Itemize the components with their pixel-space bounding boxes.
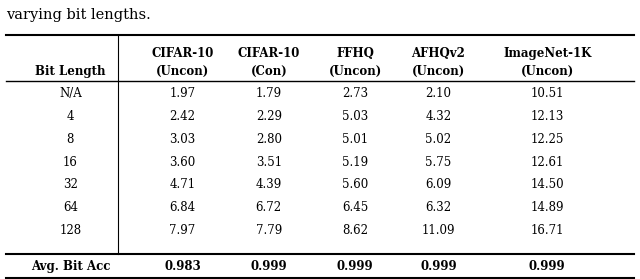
- Text: 5.19: 5.19: [342, 156, 368, 169]
- Text: 5.75: 5.75: [425, 156, 452, 169]
- Text: 5.02: 5.02: [426, 133, 451, 146]
- Text: N/A: N/A: [59, 87, 82, 100]
- Text: 7.79: 7.79: [255, 224, 282, 237]
- Text: 2.10: 2.10: [426, 87, 451, 100]
- Text: 5.03: 5.03: [342, 110, 369, 123]
- Text: 32: 32: [63, 179, 78, 191]
- Text: 5.60: 5.60: [342, 179, 369, 191]
- Text: 0.999: 0.999: [529, 260, 566, 273]
- Text: 0.999: 0.999: [337, 260, 374, 273]
- Text: 12.25: 12.25: [531, 133, 564, 146]
- Text: Bit Length: Bit Length: [35, 65, 106, 78]
- Text: (Uncon): (Uncon): [156, 65, 209, 78]
- Text: (Uncon): (Uncon): [412, 65, 465, 78]
- Text: 64: 64: [63, 201, 78, 214]
- Text: 128: 128: [60, 224, 81, 237]
- Text: 8.62: 8.62: [342, 224, 368, 237]
- Text: 7.97: 7.97: [169, 224, 196, 237]
- Text: 1.97: 1.97: [170, 87, 195, 100]
- Text: 2.42: 2.42: [170, 110, 195, 123]
- Text: 12.61: 12.61: [531, 156, 564, 169]
- Text: CIFAR-10: CIFAR-10: [151, 47, 214, 59]
- Text: 12.13: 12.13: [531, 110, 564, 123]
- Text: 3.51: 3.51: [256, 156, 282, 169]
- Text: CIFAR-10: CIFAR-10: [237, 47, 300, 59]
- Text: 6.32: 6.32: [426, 201, 451, 214]
- Text: 6.09: 6.09: [425, 179, 452, 191]
- Text: Avg. Bit Acc: Avg. Bit Acc: [31, 260, 110, 273]
- Text: ImageNet-1K: ImageNet-1K: [503, 47, 591, 59]
- Text: 14.50: 14.50: [531, 179, 564, 191]
- Text: (Con): (Con): [250, 65, 287, 78]
- Text: 0.999: 0.999: [420, 260, 457, 273]
- Text: 6.84: 6.84: [170, 201, 195, 214]
- Text: 16.71: 16.71: [531, 224, 564, 237]
- Text: 4.71: 4.71: [170, 179, 195, 191]
- Text: AFHQv2: AFHQv2: [412, 47, 465, 59]
- Text: 3.03: 3.03: [169, 133, 196, 146]
- Text: 10.51: 10.51: [531, 87, 564, 100]
- Text: 11.09: 11.09: [422, 224, 455, 237]
- Text: 6.72: 6.72: [256, 201, 282, 214]
- Text: 3.60: 3.60: [169, 156, 196, 169]
- Text: 4: 4: [67, 110, 74, 123]
- Text: 2.29: 2.29: [256, 110, 282, 123]
- Text: FFHQ: FFHQ: [336, 47, 374, 59]
- Text: 14.89: 14.89: [531, 201, 564, 214]
- Text: varying bit lengths.: varying bit lengths.: [6, 8, 151, 22]
- Text: 1.79: 1.79: [256, 87, 282, 100]
- Text: 16: 16: [63, 156, 78, 169]
- Text: 5.01: 5.01: [342, 133, 368, 146]
- Text: 0.983: 0.983: [164, 260, 201, 273]
- Text: 4.39: 4.39: [255, 179, 282, 191]
- Text: 2.73: 2.73: [342, 87, 368, 100]
- Text: (Uncon): (Uncon): [520, 65, 574, 78]
- Text: 4.32: 4.32: [426, 110, 451, 123]
- Text: 2.80: 2.80: [256, 133, 282, 146]
- Text: 6.45: 6.45: [342, 201, 369, 214]
- Text: (Uncon): (Uncon): [328, 65, 382, 78]
- Text: 0.999: 0.999: [250, 260, 287, 273]
- Text: 8: 8: [67, 133, 74, 146]
